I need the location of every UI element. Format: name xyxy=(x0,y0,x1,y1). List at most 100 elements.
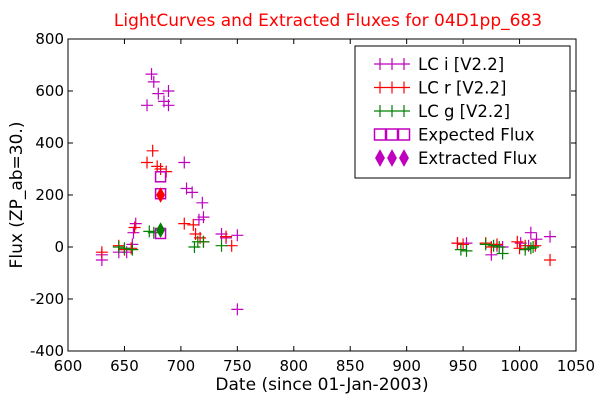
legend-marker xyxy=(398,58,410,70)
series-lc-g-v2-2 xyxy=(112,225,540,260)
data-point xyxy=(127,226,140,239)
y-tick-label: 400 xyxy=(35,134,64,152)
legend-entry: Expected Flux xyxy=(373,126,535,145)
legend-marker xyxy=(386,81,398,94)
legend-entry: LC i [V2.2] xyxy=(374,55,504,74)
legend-label: LC r [V2.2] xyxy=(418,79,506,98)
x-tick-label: 650 xyxy=(110,357,139,375)
y-tick-label: 600 xyxy=(35,82,64,100)
y-tick-label: 200 xyxy=(35,186,64,204)
y-tick-label: -400 xyxy=(30,342,64,360)
data-point xyxy=(511,235,524,248)
x-tick-label: 900 xyxy=(392,357,421,375)
legend-entry: Extracted Flux xyxy=(375,149,537,168)
legend-marker xyxy=(374,105,386,117)
data-point xyxy=(493,241,506,253)
legend-label: Expected Flux xyxy=(418,126,535,145)
legend-marker xyxy=(386,58,398,70)
data-point xyxy=(487,239,500,252)
series-extracted-flux xyxy=(156,187,166,238)
data-point xyxy=(196,196,209,209)
y-axis: 800 600 400 200 0 -200 -400 xyxy=(30,30,576,360)
data-point xyxy=(544,254,557,266)
x-tick-label: 850 xyxy=(336,357,365,375)
data-point xyxy=(197,211,210,224)
x-tick-label: 750 xyxy=(223,357,252,375)
data-point xyxy=(524,226,537,239)
y-axis-label: Flux (ZP_ab=30.) xyxy=(7,122,27,269)
data-point xyxy=(188,241,201,253)
data-point xyxy=(479,238,492,251)
x-tick-label: 1000 xyxy=(500,357,538,375)
x-axis: 600 650 700 750 800 850 900 950 1000 1050 xyxy=(54,39,595,375)
legend-entry: LC g [V2.2] xyxy=(374,102,510,121)
data-point xyxy=(141,156,154,169)
legend-marker xyxy=(398,81,410,94)
chart-title: LightCurves and Extracted Fluxes for 04D… xyxy=(114,11,542,31)
data-point xyxy=(197,235,210,248)
legend-marker xyxy=(374,58,386,70)
data-point xyxy=(457,238,470,251)
legend-marker xyxy=(398,105,410,117)
data-point xyxy=(147,75,160,88)
x-tick-label: 1050 xyxy=(557,357,595,375)
data-point xyxy=(187,218,200,231)
data-point xyxy=(178,217,191,230)
data-point xyxy=(544,230,557,243)
legend-marker xyxy=(387,149,397,167)
legend-marker xyxy=(385,128,399,141)
legend-entry: LC r [V2.2] xyxy=(374,79,506,98)
y-tick-label: 800 xyxy=(35,30,64,48)
data-point xyxy=(156,222,166,238)
data-marks xyxy=(95,68,557,316)
data-point xyxy=(490,238,503,251)
data-point xyxy=(178,156,191,169)
data-point xyxy=(152,87,165,100)
legend-marker xyxy=(374,81,386,94)
data-point xyxy=(151,160,164,173)
y-tick-label: -200 xyxy=(30,290,64,308)
x-tick-label: 600 xyxy=(54,357,83,375)
data-point xyxy=(162,99,175,112)
data-point xyxy=(126,243,139,256)
data-point xyxy=(231,229,244,242)
legend-marker xyxy=(397,128,411,141)
data-point xyxy=(454,243,467,256)
legend-label: LC i [V2.2] xyxy=(418,55,504,74)
x-tick-label: 700 xyxy=(167,357,196,375)
legend-marker xyxy=(399,149,409,167)
y-tick-label: 0 xyxy=(54,238,64,256)
legend-marker xyxy=(373,128,387,141)
data-point xyxy=(154,163,167,175)
data-point xyxy=(530,233,543,246)
data-point xyxy=(524,242,537,255)
x-tick-label: 950 xyxy=(449,357,478,375)
data-point xyxy=(496,247,509,260)
data-point xyxy=(95,246,108,259)
legend: LC i [V2.2] LC r [V2.2] LC g [V2.2] Expecte… xyxy=(354,45,571,179)
data-point xyxy=(145,68,158,81)
data-point xyxy=(460,244,473,257)
legend-marker xyxy=(375,149,385,167)
data-point xyxy=(118,242,131,255)
data-point xyxy=(231,303,244,316)
data-point xyxy=(519,243,532,256)
data-point xyxy=(220,230,233,243)
data-point xyxy=(513,242,526,255)
data-point xyxy=(154,171,167,183)
data-point xyxy=(162,85,175,97)
x-axis-label: Date (since 01-Jan-2003) xyxy=(215,375,428,395)
data-point xyxy=(527,241,540,253)
data-point xyxy=(186,186,199,199)
data-point xyxy=(225,239,238,252)
legend-marker xyxy=(386,105,398,117)
data-point xyxy=(112,241,125,253)
legend-label: Extracted Flux xyxy=(418,149,537,168)
data-point xyxy=(451,237,464,250)
legend-label: LC g [V2.2] xyxy=(418,102,510,121)
data-point xyxy=(128,221,141,234)
data-point xyxy=(146,144,159,157)
x-tick-label: 800 xyxy=(279,357,308,375)
data-point xyxy=(215,239,228,252)
